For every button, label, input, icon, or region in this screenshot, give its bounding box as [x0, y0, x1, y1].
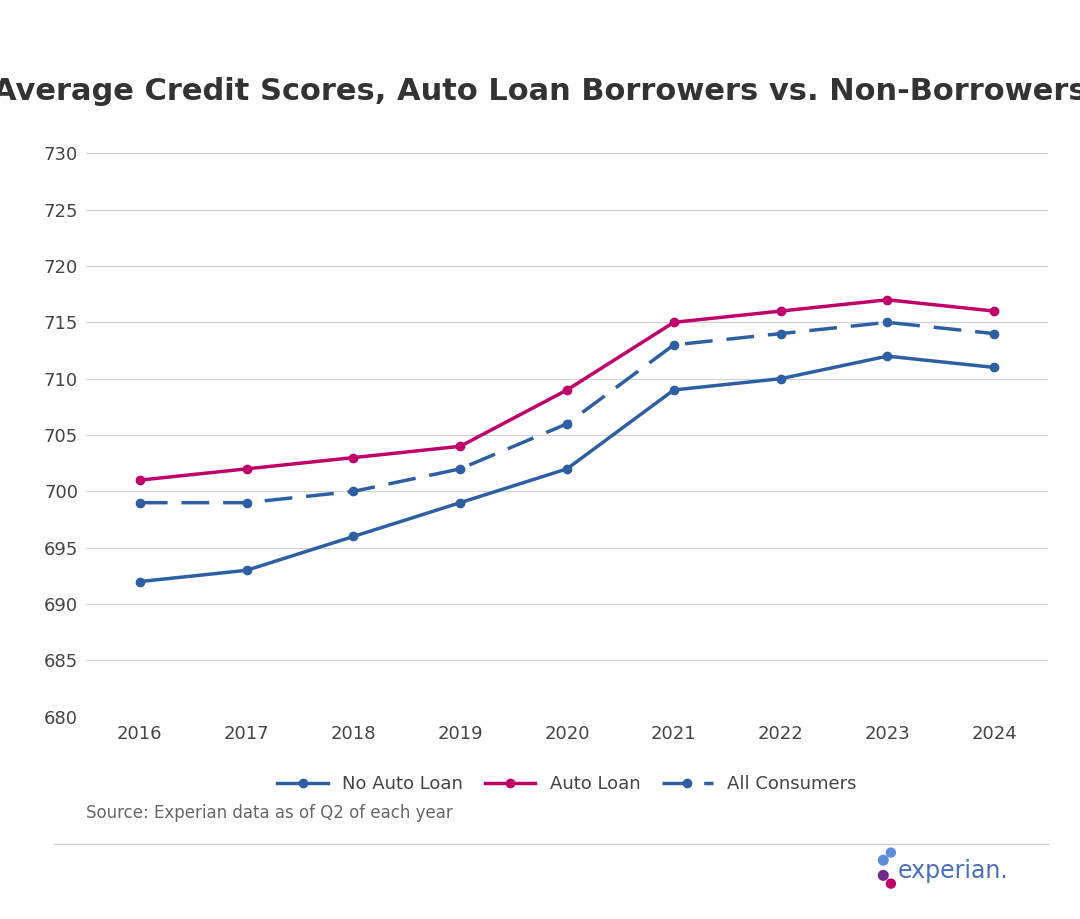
- Text: Source: Experian data as of Q2 of each year: Source: Experian data as of Q2 of each y…: [86, 804, 454, 823]
- Circle shape: [878, 870, 888, 880]
- Legend: No Auto Loan, Auto Loan, All Consumers: No Auto Loan, Auto Loan, All Consumers: [270, 768, 864, 800]
- Circle shape: [887, 879, 895, 888]
- Circle shape: [887, 848, 895, 857]
- Circle shape: [878, 856, 888, 865]
- Text: Average Credit Scores, Auto Loan Borrowers vs. Non-Borrowers: Average Credit Scores, Auto Loan Borrowe…: [0, 77, 1080, 107]
- Text: experian.: experian.: [897, 859, 1009, 883]
